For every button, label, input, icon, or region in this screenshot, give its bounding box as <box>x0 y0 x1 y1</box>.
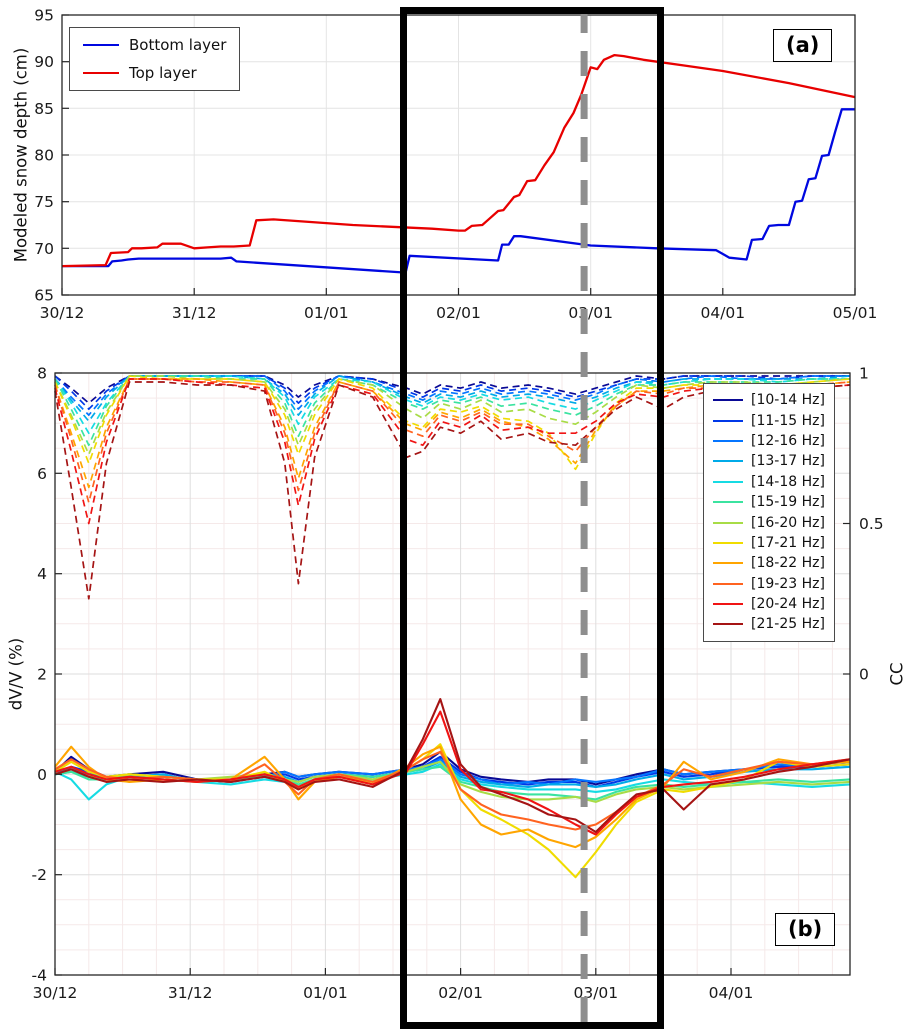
svg-text:05/01: 05/01 <box>833 304 878 322</box>
svg-text:1: 1 <box>859 365 869 383</box>
series-top-layer <box>61 53 856 268</box>
svg-text:6: 6 <box>37 465 47 483</box>
legend-label: [11-15 Hz] <box>751 412 825 429</box>
legend-item-band-4: [14-18 Hz] <box>713 472 825 492</box>
svg-text:02/01: 02/01 <box>436 304 481 322</box>
svg-text:8: 8 <box>37 365 47 383</box>
legend-item-band-10: [20-24 Hz] <box>713 594 825 614</box>
svg-text:01/01: 01/01 <box>304 304 349 322</box>
legend-label: Top layer <box>129 64 197 82</box>
dvv-series-11 <box>54 698 851 834</box>
cc-series-8 <box>54 378 851 489</box>
legend-item-band-1: [11-15 Hz] <box>713 410 825 430</box>
legend-line-icon <box>713 623 743 626</box>
legend-label: [21-25 Hz] <box>751 616 825 633</box>
panel-a-legend: Bottom layer Top layer <box>69 27 241 91</box>
svg-text:65: 65 <box>34 287 54 305</box>
cc-series-11 <box>54 381 851 600</box>
panel-b-ylabel-left: dV/V (%) <box>6 637 26 711</box>
panel-a-letter: (a) <box>773 29 833 63</box>
cc-series-3 <box>54 375 851 423</box>
svg-text:04/01: 04/01 <box>700 304 745 322</box>
legend-item-band-3: [13-17 Hz] <box>713 451 825 471</box>
legend-line-icon <box>713 501 743 504</box>
legend-item-bottom-layer: Bottom layer <box>83 36 226 54</box>
svg-text:70: 70 <box>34 240 54 258</box>
series-bottom-layer <box>62 108 855 274</box>
legend-label: Bottom layer <box>129 36 227 54</box>
svg-text:30/12: 30/12 <box>40 304 85 322</box>
svg-text:31/12: 31/12 <box>172 304 217 322</box>
cc-series-5 <box>54 375 850 447</box>
legend-label: [20-24 Hz] <box>751 596 825 613</box>
legend-label: [12-16 Hz] <box>751 432 825 449</box>
panel-b-legend: [10-14 Hz] [11-15 Hz] [12-16 Hz] [13-17 Hz]… <box>703 383 835 642</box>
legend-item-band-8: [18-22 Hz] <box>713 553 825 573</box>
cc-series-6 <box>54 375 851 456</box>
legend-item-band-11: [21-25 Hz] <box>713 614 825 634</box>
legend-label: [17-21 Hz] <box>751 534 825 551</box>
legend-label: [13-17 Hz] <box>751 453 825 470</box>
cc-series-7 <box>54 375 851 471</box>
svg-text:75: 75 <box>34 193 54 211</box>
legend-line-icon <box>713 399 743 402</box>
panel-b-ylabel-right: CC <box>887 662 907 686</box>
svg-text:01/01: 01/01 <box>303 984 348 1002</box>
legend-label: [19-23 Hz] <box>751 575 825 592</box>
legend-line-icon <box>713 419 743 422</box>
legend-item-band-6: [16-20 Hz] <box>713 512 825 532</box>
svg-text:03/01: 03/01 <box>573 984 618 1002</box>
panel-b-letter: (b) <box>775 913 836 947</box>
legend-line-icon <box>713 521 743 524</box>
legend-line-icon <box>83 44 119 46</box>
legend-line-icon <box>713 541 743 544</box>
svg-text:4: 4 <box>37 565 47 583</box>
svg-text:30/12: 30/12 <box>33 984 78 1002</box>
svg-text:95: 95 <box>34 7 54 25</box>
legend-label: [18-22 Hz] <box>751 555 825 572</box>
svg-text:0.5: 0.5 <box>859 515 884 533</box>
legend-line-icon <box>713 603 743 606</box>
legend-label: [14-18 Hz] <box>751 473 825 490</box>
legend-line-icon <box>713 460 743 463</box>
legend-line-icon <box>713 582 743 585</box>
svg-text:80: 80 <box>34 147 54 165</box>
cc-series-0 <box>54 375 850 404</box>
legend-item-band-0: [10-14 Hz] <box>713 390 825 410</box>
legend-label: [15-19 Hz] <box>751 494 825 511</box>
cc-series-10 <box>54 378 851 525</box>
legend-label: [10-14 Hz] <box>751 392 825 409</box>
svg-text:31/12: 31/12 <box>168 984 213 1002</box>
svg-text:0: 0 <box>859 666 869 684</box>
dvv-series-9 <box>54 750 851 831</box>
svg-text:04/01: 04/01 <box>709 984 754 1002</box>
svg-text:90: 90 <box>34 53 54 71</box>
svg-text:0: 0 <box>37 766 47 784</box>
svg-text:-4: -4 <box>32 967 47 985</box>
legend-line-icon <box>83 72 119 74</box>
legend-item-band-5: [15-19 Hz] <box>713 492 825 512</box>
legend-line-icon <box>713 562 743 565</box>
legend-label: [16-20 Hz] <box>751 514 825 531</box>
svg-text:02/01: 02/01 <box>438 984 483 1002</box>
svg-text:85: 85 <box>34 100 54 118</box>
legend-item-top-layer: Top layer <box>83 64 226 82</box>
svg-text:-2: -2 <box>32 866 47 884</box>
legend-line-icon <box>713 439 743 442</box>
legend-line-icon <box>713 480 743 483</box>
svg-text:2: 2 <box>37 666 47 684</box>
legend-item-band-9: [19-23 Hz] <box>713 574 825 594</box>
legend-item-band-7: [17-21 Hz] <box>713 533 825 553</box>
svg-text:03/01: 03/01 <box>568 304 613 322</box>
legend-item-band-2: [12-16 Hz] <box>713 431 825 451</box>
panel-a-ylabel: Modeled snow depth (cm) <box>11 47 31 263</box>
